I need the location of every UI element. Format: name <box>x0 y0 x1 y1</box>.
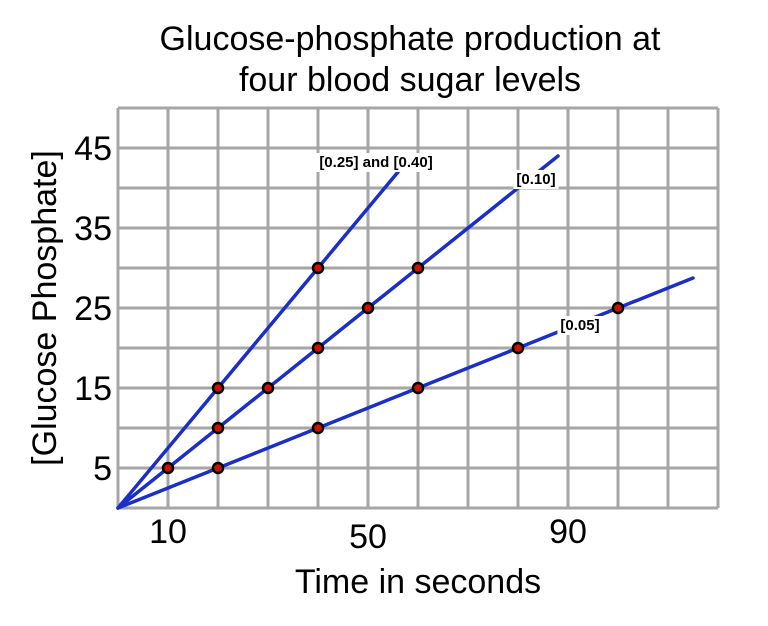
series-label-2: [0.10] <box>516 171 555 188</box>
data-point-series-2 <box>211 421 225 435</box>
series-line-1 <box>116 170 400 510</box>
y-tick-label: 5 <box>93 450 112 488</box>
data-point-series-3 <box>411 381 425 395</box>
data-markers <box>161 261 625 475</box>
y-tick-label: 15 <box>74 370 112 408</box>
tick-labels: 10 50 90 5 15 25 35 45 <box>74 130 587 556</box>
series-line-2 <box>116 154 560 510</box>
data-point-series-2 <box>311 341 325 355</box>
series-line-3 <box>116 276 695 510</box>
data-point-series-2 <box>361 301 375 315</box>
x-axis-title: Time in seconds <box>295 563 541 601</box>
data-point-series-3 <box>311 421 325 435</box>
y-tick-label: 35 <box>74 210 112 248</box>
series-label-1: [0.25] and [0.40] <box>319 154 432 171</box>
data-point-series-1 <box>211 381 225 395</box>
x-tick-label: 90 <box>549 513 587 551</box>
series-label-background <box>316 153 436 172</box>
grid <box>116 106 720 510</box>
series-label-3: [0.05] <box>560 317 599 334</box>
data-point-series-3 <box>511 341 525 355</box>
y-tick-label: 45 <box>74 130 112 168</box>
data-point-series-3 <box>211 461 225 475</box>
data-point-series-2 <box>411 261 425 275</box>
y-axis-title: [Glucose Phosphate] <box>26 150 64 466</box>
data-point-series-3 <box>611 301 625 315</box>
x-tick-label: 50 <box>349 518 387 556</box>
data-point-series-1 <box>311 261 325 275</box>
x-tick-label: 10 <box>149 513 187 551</box>
series-label-group-3: [0.05] <box>557 316 603 335</box>
series-labels: [0.25] and [0.40] [0.10] [0.05] <box>316 153 603 335</box>
series-label-background <box>513 170 559 189</box>
data-point-series-1 <box>161 461 175 475</box>
chart-title-line-2: four blood sugar levels <box>239 61 581 99</box>
series-label-group-2: [0.10] <box>513 170 559 189</box>
y-tick-label: 25 <box>74 290 112 328</box>
series-label-group-1: [0.25] and [0.40] <box>316 153 436 172</box>
chart-title-line-1: Glucose-phosphate production at <box>160 20 661 58</box>
data-point-series-2 <box>261 381 275 395</box>
series-lines <box>116 154 695 510</box>
series-label-background <box>557 316 603 335</box>
